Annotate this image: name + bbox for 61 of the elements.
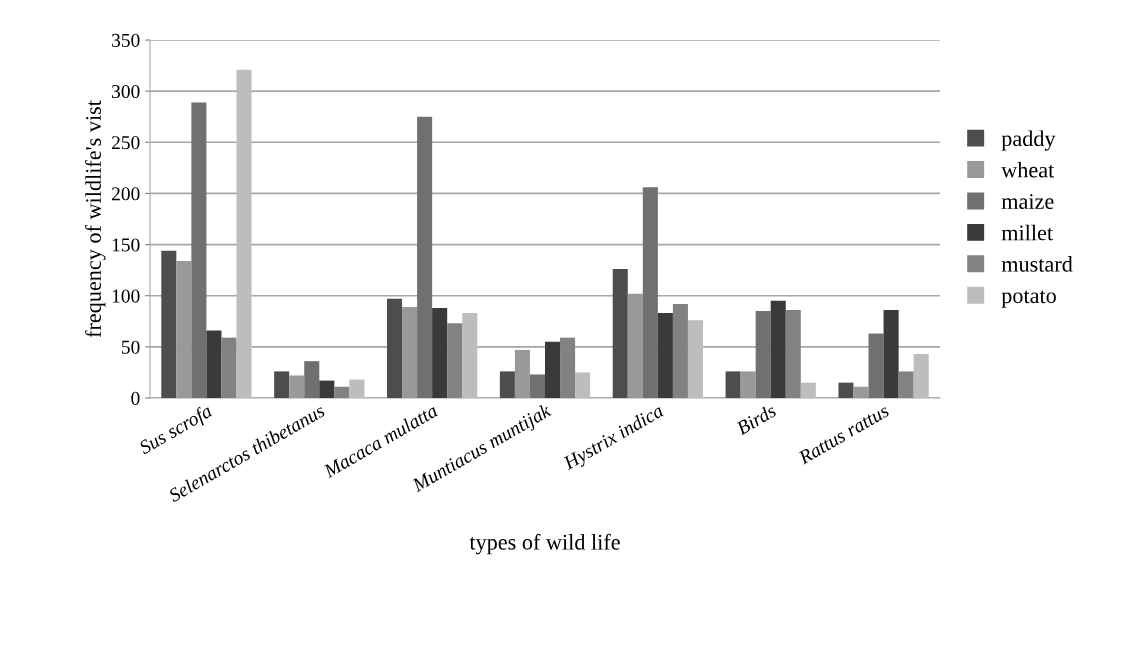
y-tick-label: 150 — [112, 238, 140, 252]
y-tick-label: 300 — [112, 84, 140, 99]
bar — [221, 337, 237, 398]
y-axis-title: frequency of wildlife's vist — [85, 100, 106, 338]
bar — [499, 371, 515, 398]
bar — [785, 310, 801, 398]
y-tick-label: 100 — [112, 289, 140, 303]
legend-label: paddy — [1001, 130, 1056, 151]
bar — [304, 361, 320, 398]
bar — [334, 386, 350, 398]
bar — [560, 337, 576, 398]
bar — [274, 371, 290, 398]
y-tick-label: 350 — [112, 33, 140, 47]
bar — [447, 323, 463, 398]
bar — [319, 380, 335, 398]
bar — [612, 269, 628, 398]
bar — [575, 372, 591, 398]
legend-label: potato — [1001, 290, 1056, 308]
y-tick-label: 0 — [131, 391, 140, 405]
bar — [868, 333, 884, 398]
bar — [432, 307, 448, 398]
bar — [913, 354, 929, 398]
y-tick-label: 250 — [111, 136, 140, 150]
legend-label: millet — [1001, 224, 1053, 241]
bar — [627, 293, 643, 398]
x-tick-label: Rattus rattus — [797, 403, 890, 465]
bar — [349, 379, 365, 398]
bar — [883, 310, 899, 398]
bar — [770, 300, 786, 398]
bar — [725, 371, 741, 398]
bar — [387, 298, 403, 398]
bar — [176, 260, 192, 398]
bar — [402, 306, 418, 398]
bar — [740, 371, 756, 398]
bar — [657, 313, 673, 398]
bar — [289, 375, 305, 398]
bar — [838, 382, 854, 398]
legend-label: maize — [1001, 194, 1054, 209]
bar — [161, 250, 177, 398]
y-tick-label: 50 — [121, 340, 140, 354]
bar — [545, 341, 561, 398]
bar — [462, 313, 478, 398]
legend-label: wheat — [1001, 161, 1055, 178]
bar — [642, 187, 658, 398]
x-axis-title: types of wild life — [469, 533, 620, 555]
bar — [687, 320, 703, 398]
bar — [853, 386, 869, 398]
bar — [755, 311, 771, 398]
bar — [672, 303, 688, 398]
bar — [191, 102, 207, 398]
x-tick-label: Sus scrofa — [137, 403, 215, 459]
bar — [514, 349, 530, 398]
bar — [417, 116, 433, 398]
bar — [529, 374, 545, 398]
y-tick-label: 200 — [111, 187, 140, 201]
bar — [898, 371, 914, 398]
legend-label: mustard — [1001, 256, 1073, 272]
bar — [800, 382, 816, 398]
x-tick-label: Birds — [735, 403, 778, 436]
bar — [236, 69, 252, 398]
bar — [206, 330, 222, 398]
